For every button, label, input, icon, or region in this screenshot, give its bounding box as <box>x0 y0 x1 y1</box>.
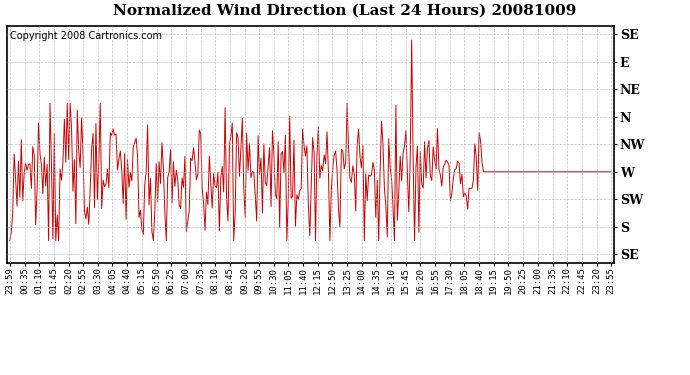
Text: Normalized Wind Direction (Last 24 Hours) 20081009: Normalized Wind Direction (Last 24 Hours… <box>113 4 577 18</box>
Text: Copyright 2008 Cartronics.com: Copyright 2008 Cartronics.com <box>10 31 162 41</box>
